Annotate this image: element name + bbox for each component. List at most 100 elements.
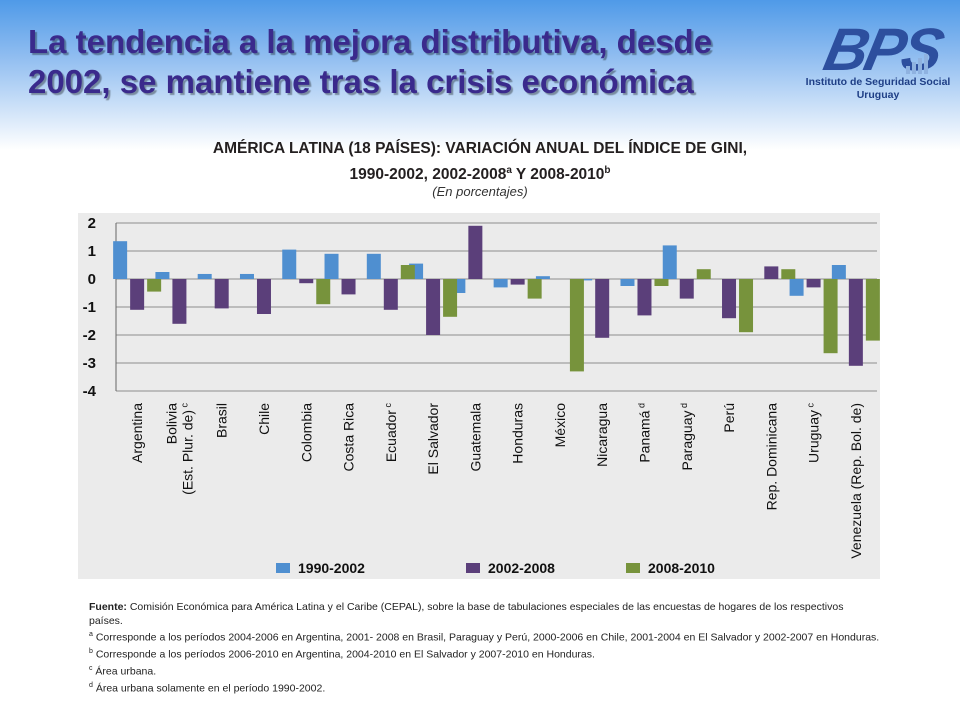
x-tick-label: Bolivia(Est. Plur. de) c <box>163 403 195 495</box>
note-a: a Corresponde a los períodos 2004-2006 e… <box>89 628 880 645</box>
legend-label: 2008-2010 <box>648 560 715 576</box>
bar <box>696 269 711 279</box>
x-tick-label: Guatemala <box>467 403 483 472</box>
note-b-text: Corresponde a los períodos 2006-2010 en … <box>92 648 595 661</box>
bar <box>806 279 821 288</box>
note-b: b Corresponde a los períodos 2006-2010 e… <box>89 645 880 662</box>
x-tick-label: Colombia <box>298 403 314 462</box>
bar <box>865 279 880 341</box>
logo-subtitle-line-1: Instituto de Seguridad Social <box>805 76 951 88</box>
logo-subtitle: Instituto de Seguridad Social Uruguay <box>796 76 960 102</box>
slide-headline: La tendencia a la mejora distributiva, d… <box>28 22 788 102</box>
x-tick-label: Venezuela (Rep. Bol. de) <box>848 403 864 559</box>
bar <box>147 279 162 292</box>
x-tick-label: Chile <box>256 403 272 435</box>
chart-title-line-2: 1990-2002, 2002-2008a Y 2008-2010b <box>0 160 960 186</box>
chart-title-sup-b: b <box>604 165 611 176</box>
note-c: c Área urbana. <box>89 662 880 679</box>
bar <box>155 272 170 279</box>
note-a-text: Corresponde a los períodos 2004-2006 en … <box>92 631 880 644</box>
chart-subtitle: (En porcentajes) <box>432 184 528 199</box>
bar <box>637 279 652 316</box>
bar <box>256 279 271 314</box>
bar <box>316 279 331 305</box>
bar <box>197 273 212 279</box>
chart-title-line-1: AMÉRICA LATINA (18 PAÍSES): VARIACIÓN AN… <box>212 140 748 157</box>
x-tick-label: Brasil <box>214 403 230 438</box>
bps-logo: BPS <box>819 16 950 83</box>
bar <box>569 279 584 372</box>
note-c-marker: c <box>89 665 93 672</box>
bar <box>510 279 525 285</box>
bps-logo-text: BPS <box>819 16 950 83</box>
bar <box>282 249 297 279</box>
x-tick-label: Honduras <box>510 403 526 464</box>
legend-label: 1990-2002 <box>298 560 365 576</box>
logo-bar <box>918 58 922 74</box>
bar <box>764 266 779 279</box>
bar <box>527 279 542 299</box>
bar <box>130 279 145 310</box>
bar <box>789 279 804 296</box>
note-d: d Área urbana solamente en el período 19… <box>89 679 880 696</box>
note-d-text: Área urbana solamente en el período 1990… <box>92 682 326 695</box>
chart-notes: Fuente: Comisión Económica para América … <box>89 601 880 696</box>
logo-bar <box>912 62 916 74</box>
gini-bar-chart: 2 1 0 -1 -2 -3 -4 Argentina Bolivia(Est. Plur. d… <box>83 215 880 576</box>
bar <box>113 241 128 279</box>
bar <box>654 279 669 286</box>
chart-title-period-a: 1990-2002, 2002-2008 <box>349 166 507 184</box>
bar <box>848 279 863 366</box>
bar <box>341 279 356 295</box>
y-tick-label: -2 <box>83 327 96 344</box>
chart-title: AMÉRICA LATINA (18 PAÍSES): VARIACIÓN AN… <box>0 138 960 186</box>
bar <box>739 279 754 333</box>
note-source-label: Fuente: <box>89 601 127 613</box>
logo-subtitle-line-2: Uruguay <box>856 89 900 101</box>
x-tick-label: Perú <box>721 403 737 433</box>
bar <box>299 279 314 284</box>
bar <box>383 279 398 310</box>
x-tick-label: Argentina <box>129 403 145 463</box>
note-a-marker: a <box>89 631 93 638</box>
bar <box>468 225 483 279</box>
bar <box>823 279 838 354</box>
headline-line-1: La tendencia a la mejora distributiva, d… <box>28 23 713 60</box>
y-tick-label: 2 <box>88 215 96 232</box>
note-c-text: Área urbana. <box>92 665 157 678</box>
bar <box>214 279 229 309</box>
chart-title-sup-a: a <box>506 165 512 176</box>
chart-area: 2 1 0 -1 -2 -3 -4 Argentina Bolivia(Est. Plur. d… <box>78 213 880 579</box>
note-source: Fuente: Comisión Económica para América … <box>89 601 880 628</box>
x-tick-label: El Salvador <box>425 403 441 475</box>
legend-swatch <box>466 563 480 573</box>
note-d-marker: d <box>89 682 93 689</box>
x-tick-label: Nicaragua <box>594 403 610 467</box>
bar <box>172 279 187 324</box>
y-tick-label: -4 <box>83 383 97 400</box>
x-tick-label: Panamá d <box>636 403 652 463</box>
bar <box>595 279 610 338</box>
bar <box>535 276 550 279</box>
legend-label: 2002-2008 <box>488 560 555 576</box>
x-tick-label: Rep. Dominicana <box>763 403 779 511</box>
bar <box>366 253 381 279</box>
note-b-marker: b <box>89 648 93 655</box>
bar <box>578 279 593 281</box>
bar <box>426 279 441 335</box>
bar <box>831 265 846 279</box>
bar <box>620 279 635 286</box>
bar <box>443 279 458 317</box>
bar <box>400 265 415 279</box>
legend-swatch <box>276 563 290 573</box>
bar <box>781 269 796 279</box>
chart-title-period-b: Y 2008-2010 <box>511 166 605 184</box>
logo-bar <box>906 66 910 74</box>
x-tick-label: Costa Rica <box>341 403 357 472</box>
bar <box>493 279 508 288</box>
x-tick-label: Ecuador c <box>383 403 399 463</box>
x-tick-label: México <box>552 403 568 448</box>
y-tick-label: -3 <box>83 355 96 372</box>
note-source-text: Comisión Económica para América Latina y… <box>89 601 844 627</box>
y-tick-label: -1 <box>83 299 96 316</box>
